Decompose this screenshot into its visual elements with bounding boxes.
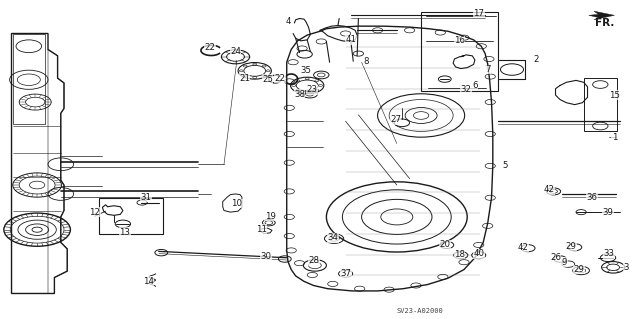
Text: 27: 27 [390, 115, 401, 124]
Text: 14: 14 [143, 277, 154, 286]
Text: FR.: FR. [595, 18, 614, 28]
Polygon shape [589, 11, 614, 20]
Text: 20: 20 [439, 241, 451, 249]
Text: 18: 18 [454, 250, 465, 259]
Bar [99, 198, 163, 234]
Text: 32: 32 [460, 85, 472, 94]
Text: 31: 31 [140, 193, 152, 202]
Text: 21: 21 [239, 74, 250, 83]
Text: SV23-A02000: SV23-A02000 [397, 308, 444, 314]
Bar [13, 34, 45, 124]
Bar [421, 12, 498, 91]
Text: 11: 11 [255, 225, 267, 234]
Text: 4: 4 [285, 17, 291, 26]
Text: 12: 12 [89, 208, 100, 217]
Text: 40: 40 [473, 249, 484, 258]
Text: 10: 10 [231, 199, 243, 208]
Text: 36: 36 [586, 193, 598, 202]
Text: 2: 2 [534, 55, 539, 63]
Text: 29: 29 [574, 265, 584, 274]
Text: 23: 23 [307, 85, 318, 94]
Text: 30: 30 [260, 252, 271, 261]
Bar [584, 78, 617, 131]
Text: 16: 16 [454, 36, 465, 45]
Text: 25: 25 [262, 75, 273, 84]
Text: 13: 13 [119, 228, 131, 237]
Text: 7: 7 [485, 65, 490, 74]
Text: 19: 19 [265, 212, 275, 221]
Text: 15: 15 [609, 91, 620, 100]
Text: 39: 39 [603, 208, 613, 217]
Text: 33: 33 [604, 249, 615, 258]
Text: 28: 28 [308, 256, 319, 265]
Text: 41: 41 [345, 35, 356, 44]
Text: 1: 1 [612, 133, 617, 142]
Text: 26: 26 [550, 253, 561, 262]
Text: 9: 9 [562, 258, 567, 267]
Text: 5: 5 [503, 161, 508, 170]
Text: 17: 17 [473, 9, 484, 18]
Text: 42: 42 [543, 185, 555, 194]
Text: 8: 8 [364, 57, 369, 66]
Text: 22: 22 [275, 74, 286, 83]
Text: 3: 3 [623, 263, 628, 272]
Text: 38: 38 [294, 90, 305, 99]
Text: 35: 35 [300, 66, 312, 75]
Text: 34: 34 [327, 233, 339, 242]
Text: 42: 42 [518, 243, 529, 252]
Text: 22: 22 [204, 43, 216, 52]
Text: 6: 6 [472, 81, 477, 90]
Text: 29: 29 [566, 242, 576, 251]
Text: 37: 37 [340, 269, 351, 278]
Text: 24: 24 [230, 47, 241, 56]
